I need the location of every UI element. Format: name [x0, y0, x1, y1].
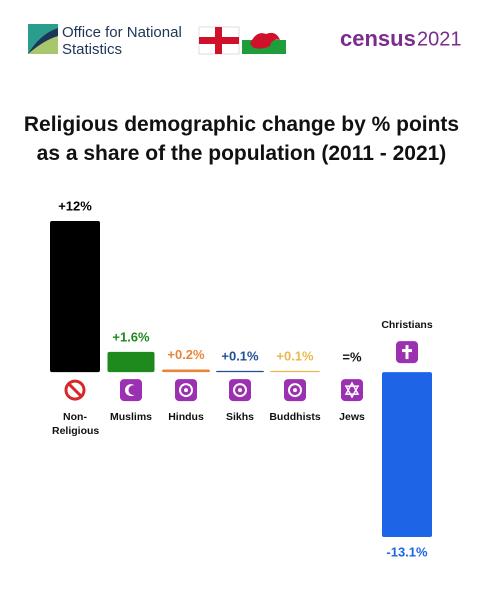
icon — [284, 379, 306, 402]
bar — [107, 351, 155, 373]
x-tick-label: Christians — [381, 319, 433, 332]
england-flag — [198, 26, 240, 55]
bar — [270, 370, 320, 373]
value-label: +0.1% — [276, 348, 314, 363]
icon-moon-cut — [128, 385, 139, 396]
bar — [216, 370, 264, 373]
icon-hub — [184, 388, 188, 393]
value-label: +12% — [58, 198, 92, 213]
icon-wheel — [179, 383, 193, 398]
value-label: -13.1% — [386, 544, 428, 559]
icon-hub — [293, 388, 297, 393]
x-tick-label: Sikhs — [225, 411, 254, 424]
icon-hub — [238, 388, 242, 393]
icon — [175, 379, 197, 402]
ons-logo — [28, 24, 58, 54]
chart-title: Religious demographic change by % points… — [23, 113, 460, 165]
x-tick-label: Muslims — [109, 411, 152, 424]
icon-wheel — [288, 383, 302, 398]
census-word: census — [340, 26, 416, 51]
icon-cross-h — [402, 349, 412, 353]
icon-star — [344, 381, 360, 399]
wales-flag — [242, 27, 286, 54]
x-tick-label: Hindus — [168, 411, 204, 424]
x-tick-label: Buddhists — [269, 411, 321, 424]
icon-slash — [67, 383, 83, 398]
census-year: 2021 — [417, 28, 462, 50]
value-label: +0.2% — [167, 347, 205, 362]
value-label: =% — [342, 350, 362, 365]
x-tick-label: Jews — [339, 411, 365, 424]
icon-ring — [64, 379, 86, 401]
bar — [50, 221, 100, 373]
value-label: +0.1% — [221, 348, 259, 363]
org-name: Office for National Statistics — [62, 24, 182, 58]
icon — [341, 379, 363, 402]
icon-wheel — [233, 383, 247, 398]
icon-no — [64, 379, 86, 401]
bar — [162, 369, 210, 373]
value-label: +1.6% — [112, 329, 150, 344]
icon-bg — [341, 379, 363, 402]
icon — [120, 379, 142, 402]
x-tick-label: Non-Religious — [52, 411, 100, 438]
icon — [229, 379, 251, 402]
bar — [382, 372, 432, 537]
icon — [396, 341, 418, 364]
